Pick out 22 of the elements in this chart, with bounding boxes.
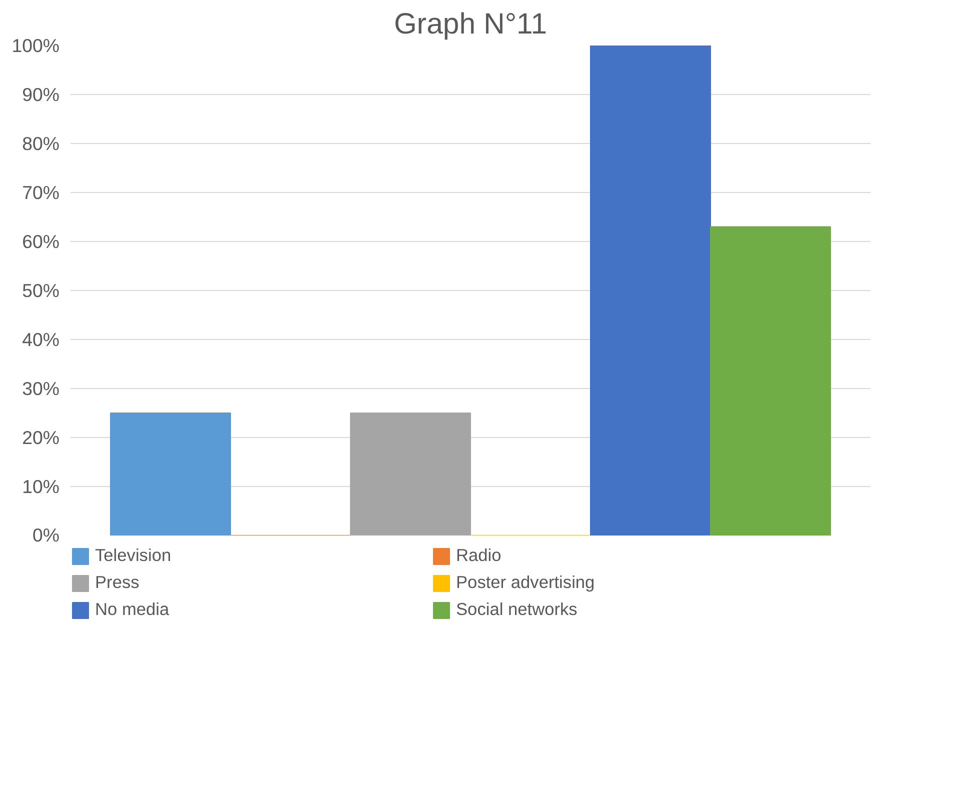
y-tick-label: 20% — [22, 427, 60, 448]
y-tick-label: 70% — [22, 182, 60, 203]
legend-label: Poster advertising — [456, 572, 596, 593]
y-tick-label: 0% — [32, 524, 60, 546]
legend-label: Radio — [456, 545, 502, 566]
bar — [110, 412, 231, 536]
y-tick-label: 50% — [22, 280, 60, 301]
bar — [590, 46, 711, 536]
y-tick-label: 30% — [22, 378, 60, 399]
bar — [350, 412, 471, 536]
y-tick-label: 80% — [22, 133, 60, 154]
legend-label: No media — [95, 599, 170, 620]
legend-label: Press — [95, 572, 140, 593]
y-tick-label: 60% — [22, 231, 60, 252]
legend-label: Television — [95, 545, 172, 566]
chart-title: Graph N°11 — [394, 8, 548, 40]
bar — [710, 226, 831, 536]
y-tick-label: 100% — [12, 35, 60, 56]
y-tick-label: 90% — [22, 84, 60, 105]
legend-label: Social networks — [456, 599, 578, 620]
y-tick-label: 10% — [22, 476, 60, 497]
y-tick-label: 40% — [22, 329, 60, 350]
